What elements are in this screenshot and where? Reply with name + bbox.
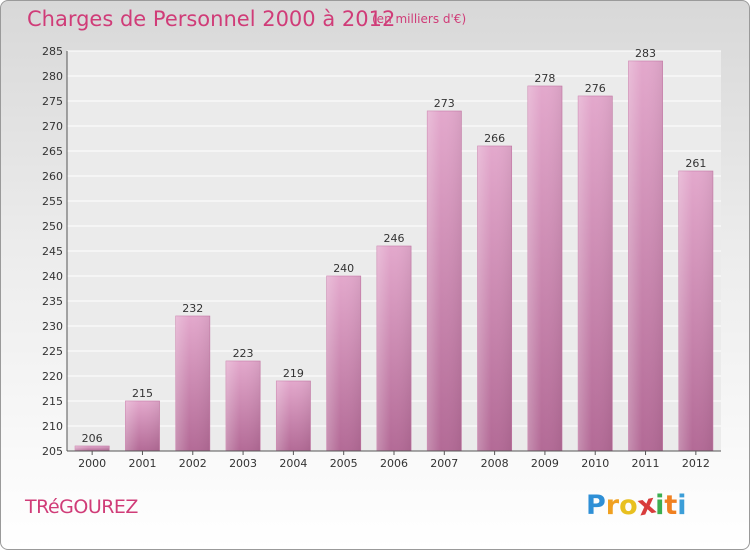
data-label: 261 [685,157,706,170]
y-tick-label: 280 [42,70,63,83]
data-label: 232 [182,302,203,315]
y-tick-label: 260 [42,170,63,183]
bars: 206 215 232 223 219 240 246 273 266 278 276 283 261 [74,47,714,452]
bar-highlight [578,96,613,451]
y-tick-label: 265 [42,145,63,158]
x-tick-label: 2009 [531,457,559,470]
y-tick-label: 205 [42,445,63,458]
x-tick-label: 2003 [229,457,257,470]
data-label: 278 [534,72,555,85]
x-tick-label: 2007 [430,457,458,470]
data-label: 223 [233,347,254,360]
data-label: 240 [333,262,354,275]
chart-title: Charges de Personnel 2000 à 2012 [27,7,396,31]
data-label: 276 [585,82,606,95]
bar-highlight [276,381,311,451]
bar-highlight [376,246,412,451]
x-tick-label: 2001 [128,457,156,470]
x-tick-label: 2006 [380,457,408,470]
data-label: 246 [384,232,405,245]
x-tick-label: 2011 [632,457,660,470]
y-tick-label: 285 [42,45,63,58]
bar-highlight [225,361,261,451]
data-label: 219 [283,367,304,380]
x-tick-label: 2002 [179,457,207,470]
data-label: 266 [484,132,505,145]
logo-letter: i [677,490,687,521]
y-tick-label: 220 [42,370,63,383]
y-tick-label: 235 [42,295,63,308]
x-tick-label: 2000 [78,457,106,470]
bar-highlight [527,86,563,451]
logo-letter: P [586,490,606,521]
y-tick-label: 245 [42,245,63,258]
data-label: 283 [635,47,656,60]
y-tick-label: 230 [42,320,63,333]
x-tick-label: 2010 [581,457,609,470]
axes: 205 210 215 220 225 230 235 240 245 250 255 260 265 2… [42,45,721,470]
y-tick-label: 210 [42,420,63,433]
x-tick-label: 2005 [330,457,358,470]
data-label: 215 [132,387,153,400]
bar-highlight [628,61,663,451]
bar-highlight [477,146,512,451]
data-label: 273 [434,97,455,110]
data-label: 206 [82,432,103,445]
logo-letter: i [655,490,665,521]
y-tick-label: 270 [42,120,63,133]
bar-highlight [175,316,210,451]
bar-highlight [326,276,361,451]
x-tick-label: 2012 [682,457,710,470]
logo-letter: o [619,490,638,521]
y-tick-label: 240 [42,270,63,283]
bar-highlight [75,446,110,451]
proxiti-logo[interactable]: Proxiti [586,489,687,523]
logo-letter: r [605,490,620,521]
x-tick-label: 2008 [481,457,509,470]
y-tick-label: 215 [42,395,63,408]
logo-letter: t [664,490,678,521]
y-tick-label: 225 [42,345,63,358]
bar-highlight [125,401,160,451]
bar-highlight [678,171,713,451]
bar-highlight [427,111,462,451]
y-tick-label: 255 [42,195,63,208]
y-tick-label: 250 [42,220,63,233]
commune-name: TRéGOUREZ [25,496,138,518]
x-tick-label: 2004 [279,457,307,470]
chart-subtitle: (en milliers d'€) [372,12,467,26]
y-tick-label: 275 [42,95,63,108]
